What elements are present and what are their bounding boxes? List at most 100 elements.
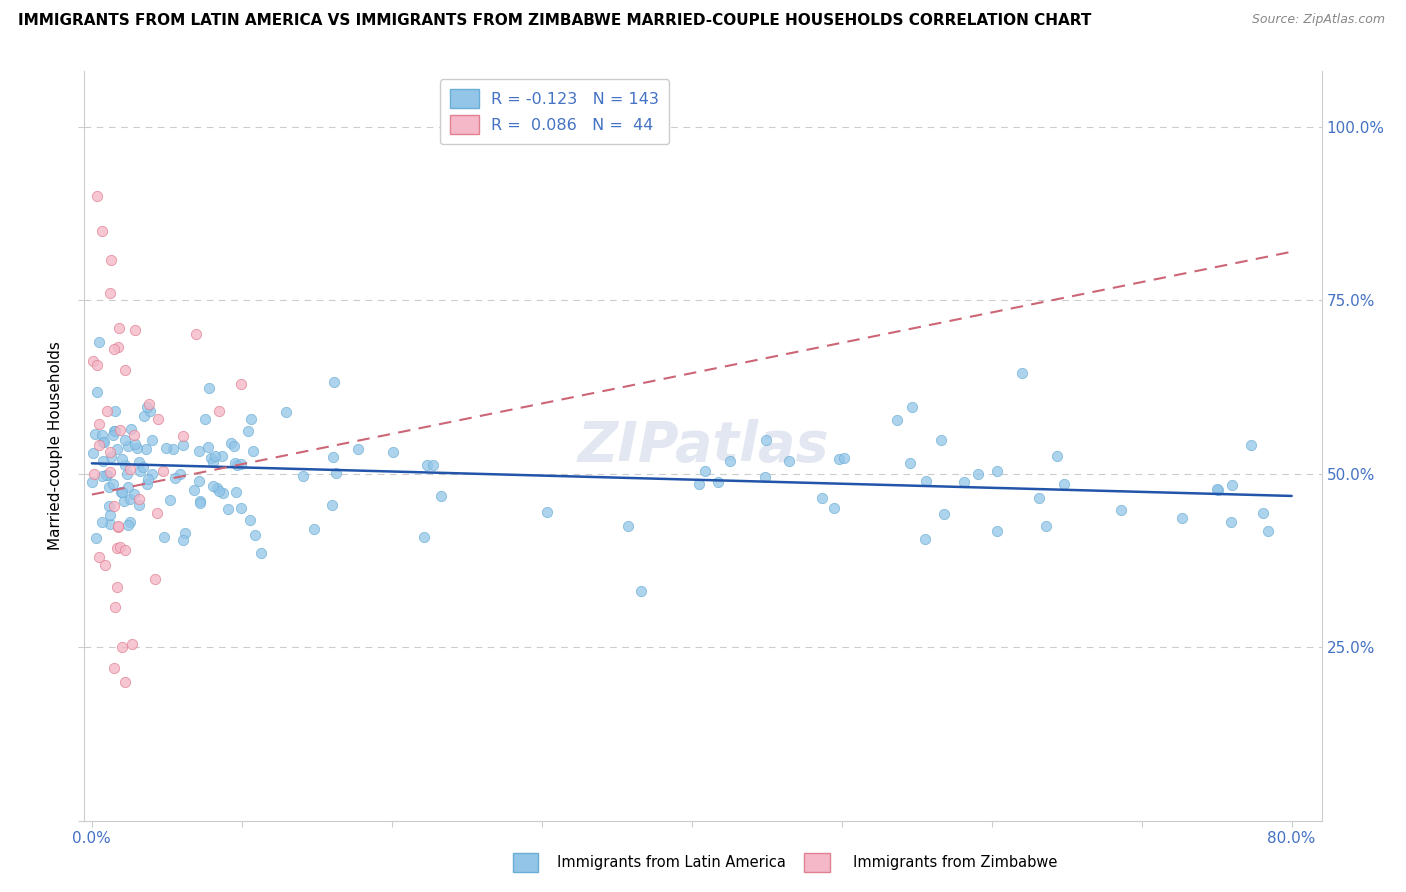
Point xyxy=(688,476,710,491)
Point xyxy=(117,439,139,453)
Point xyxy=(183,483,205,497)
Point xyxy=(172,429,194,443)
Point xyxy=(953,475,976,490)
Point xyxy=(1028,491,1050,506)
Point xyxy=(200,450,222,465)
Point xyxy=(114,434,136,448)
Point xyxy=(346,442,368,456)
Point xyxy=(124,323,146,337)
Point xyxy=(188,496,211,510)
Point xyxy=(1205,482,1227,496)
Point xyxy=(118,491,141,506)
Point xyxy=(1111,503,1133,517)
Point xyxy=(93,434,115,449)
Point xyxy=(98,480,121,494)
Point xyxy=(104,424,127,438)
Point xyxy=(536,505,558,519)
Point xyxy=(323,375,346,389)
Point xyxy=(146,506,169,520)
Point xyxy=(125,441,148,455)
Point xyxy=(886,413,908,427)
Point xyxy=(105,541,128,555)
Point xyxy=(91,428,114,442)
Point xyxy=(136,472,159,486)
Point xyxy=(101,476,124,491)
Point xyxy=(135,442,157,457)
Point xyxy=(139,404,162,418)
Point xyxy=(422,458,444,473)
Point xyxy=(693,464,716,478)
Point xyxy=(87,335,110,350)
Point xyxy=(124,427,146,442)
Point xyxy=(98,286,121,301)
Point xyxy=(381,445,404,459)
Point xyxy=(274,405,297,419)
Point xyxy=(630,583,652,598)
Point xyxy=(103,661,125,675)
Point xyxy=(141,467,163,482)
Point xyxy=(208,404,231,418)
Point xyxy=(128,492,150,507)
Point xyxy=(83,427,105,442)
Point xyxy=(898,456,921,470)
Point xyxy=(108,321,131,335)
Point xyxy=(96,404,118,418)
Point xyxy=(163,471,186,485)
Point xyxy=(136,400,159,414)
Point xyxy=(114,543,136,558)
Point xyxy=(720,453,742,467)
Point xyxy=(104,404,127,418)
Point xyxy=(832,450,855,465)
Point xyxy=(243,527,266,541)
Y-axis label: Married-couple Households: Married-couple Households xyxy=(48,342,63,550)
Point xyxy=(141,433,163,447)
Point xyxy=(250,546,273,560)
Point xyxy=(321,498,343,512)
Point xyxy=(811,491,834,505)
Point xyxy=(115,467,138,482)
Point xyxy=(967,467,990,481)
Point xyxy=(1045,450,1067,464)
Point xyxy=(114,458,136,473)
Point xyxy=(105,580,128,594)
Point xyxy=(172,438,194,452)
Point xyxy=(205,481,228,495)
Point xyxy=(224,456,246,470)
Point xyxy=(110,485,132,500)
Point xyxy=(112,494,135,508)
Point xyxy=(1011,366,1033,380)
Point xyxy=(169,467,191,482)
Point xyxy=(104,600,127,615)
Point xyxy=(100,252,122,267)
Point xyxy=(98,444,121,458)
Point xyxy=(103,425,125,439)
Point xyxy=(101,428,124,442)
Point xyxy=(89,417,111,431)
Point xyxy=(124,437,146,451)
Text: Source: ZipAtlas.com: Source: ZipAtlas.com xyxy=(1251,13,1385,27)
Point xyxy=(103,342,125,356)
Point xyxy=(827,452,849,467)
Point xyxy=(146,412,169,426)
Point xyxy=(82,354,104,368)
Point xyxy=(238,513,260,527)
Point xyxy=(231,500,253,515)
Point xyxy=(322,450,344,464)
Point xyxy=(617,518,640,533)
Point xyxy=(1035,519,1057,533)
Text: Immigrants from Latin America: Immigrants from Latin America xyxy=(534,855,786,870)
Point xyxy=(111,640,134,655)
Point xyxy=(91,515,114,529)
Point xyxy=(242,443,264,458)
Point xyxy=(120,422,142,436)
Point xyxy=(901,400,924,414)
Point xyxy=(1239,438,1261,452)
Point xyxy=(986,524,1008,539)
Point xyxy=(226,458,249,472)
Point xyxy=(111,452,134,467)
Point xyxy=(155,441,177,455)
Point xyxy=(229,457,252,471)
Point xyxy=(201,479,224,493)
Point xyxy=(239,412,262,426)
Point xyxy=(1206,483,1229,497)
